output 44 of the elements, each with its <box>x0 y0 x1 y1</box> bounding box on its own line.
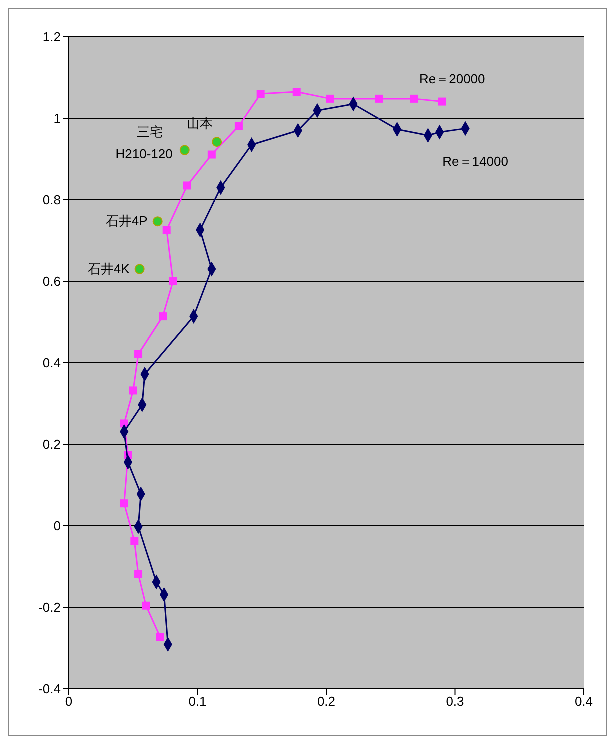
point <box>169 278 178 286</box>
point <box>212 137 222 148</box>
point <box>183 182 192 190</box>
x-tick-label: 0.4 <box>574 694 594 710</box>
point <box>208 150 216 159</box>
y-tick-label: 1.2 <box>42 30 61 45</box>
point <box>152 216 163 227</box>
point <box>134 570 143 578</box>
x-tick-label: 0.2 <box>317 694 336 710</box>
series-label: Re＝14000 <box>442 154 508 170</box>
annotation: 石井4P <box>106 214 148 229</box>
point <box>375 94 384 103</box>
y-tick-label: -0.2 <box>38 600 61 616</box>
x-tick-label: 0.1 <box>188 694 207 710</box>
annotation: 石井4K <box>88 261 130 276</box>
point <box>162 226 171 234</box>
y-tick-label: 0.4 <box>42 356 61 371</box>
point <box>134 350 143 358</box>
x-tick-label: 0.3 <box>446 694 464 710</box>
point <box>158 312 167 321</box>
x-tick-label: 0 <box>65 694 73 710</box>
annotation: H210-120 <box>116 146 173 162</box>
point <box>129 386 138 395</box>
point <box>156 633 164 642</box>
point <box>256 90 265 98</box>
y-tick-label: 0 <box>54 518 61 534</box>
point <box>410 94 418 103</box>
series-label: Re＝20000 <box>419 71 486 86</box>
annotation: 山本 <box>187 116 214 132</box>
point <box>180 145 190 156</box>
annotation: 三宅 <box>136 124 163 140</box>
point <box>142 602 150 610</box>
y-tick-label: 0.6 <box>42 274 61 290</box>
point <box>326 94 334 103</box>
y-tick-label: -0.4 <box>38 682 61 697</box>
point <box>438 98 446 106</box>
y-tick-label: 0.8 <box>42 192 61 208</box>
point <box>292 88 301 96</box>
point <box>134 264 145 274</box>
point <box>130 537 139 546</box>
point <box>234 122 243 130</box>
y-tick-label: 1 <box>54 111 61 126</box>
point <box>120 500 128 508</box>
y-tick-label: 0.2 <box>42 437 61 452</box>
